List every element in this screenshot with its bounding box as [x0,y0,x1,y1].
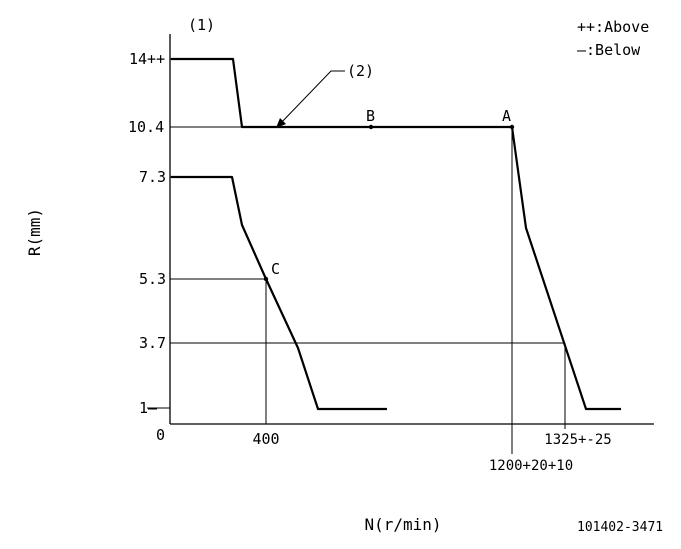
point-c-dot [263,276,269,282]
legend-below: —:Below [577,41,641,59]
legend-above: ++:Above [577,18,649,36]
reference-number: 101402-3471 [577,520,663,535]
leader-arrowhead-2 [276,118,286,128]
curve-label-1: (1) [188,16,215,34]
y-tick-label: 1— [139,399,158,417]
y-tick-label: 5.3 [139,270,166,288]
point-label-c: C [271,260,280,278]
y-tick-label: 7.3 [139,168,166,186]
y-tick-label: 14++ [129,50,165,68]
y-origin-label: 0 [156,426,165,444]
y-tick-label: 3.7 [139,334,166,352]
point-label-b: B [366,107,375,125]
curve-label-2: (2) [347,62,374,80]
x-tick-label: 400 [252,430,279,448]
point-a-dot [509,124,515,130]
leader-line-2 [278,70,345,126]
y-axis-title: R(mm) [25,208,44,256]
x-tick-label: 1200+20+10 [489,458,573,474]
curve-upper [171,57,621,411]
point-b-dot [368,124,374,130]
curve-lower [171,175,387,411]
y-tick-label: 10.4 [128,118,164,136]
point-label-a: A [502,107,511,125]
x-tick-label: 1325+-25 [544,432,611,448]
x-axis-title: N(r/min) [364,515,441,534]
